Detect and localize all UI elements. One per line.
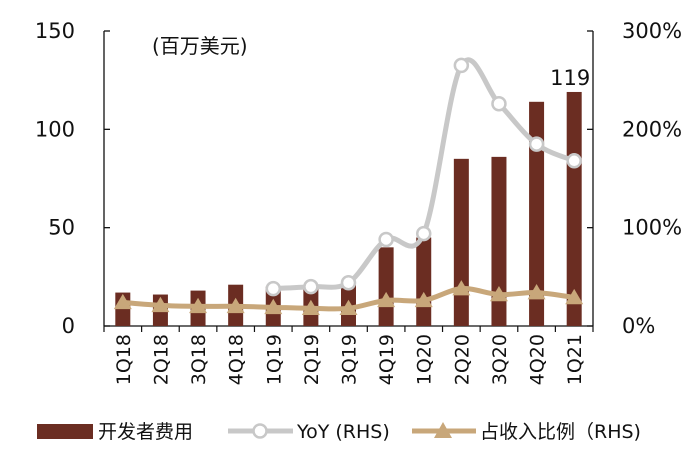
yoy-line xyxy=(273,57,576,292)
x-tick-label: 1Q18 xyxy=(113,334,135,385)
bar-series xyxy=(115,91,582,326)
labels: (百万美元) 119 xyxy=(152,34,590,90)
share-point xyxy=(264,298,283,315)
axes: 0 50 100 150 0% 100% 200% 300% 1Q18 2Q18 3Q18 4Q18 1… xyxy=(35,19,682,385)
legend-label: 占收入比例（RHS) xyxy=(480,421,641,443)
share-point xyxy=(189,297,208,314)
yoy-point xyxy=(415,225,432,242)
x-tick-label: 2Q19 xyxy=(301,334,323,385)
yoy-point xyxy=(528,136,545,152)
yoy-point xyxy=(340,274,357,291)
right-tick-label: 300% xyxy=(622,19,682,43)
line-series xyxy=(113,57,584,316)
bar xyxy=(453,158,469,326)
left-tick-label: 0 xyxy=(62,314,75,338)
legend-swatch-marker xyxy=(434,422,452,438)
yoy-point xyxy=(491,96,507,112)
bar xyxy=(491,156,507,326)
share-point xyxy=(489,285,508,302)
x-tick-label: 2Q18 xyxy=(150,334,172,385)
x-tick-label: 1Q21 xyxy=(564,334,586,385)
left-tick-label: 150 xyxy=(35,19,75,43)
left-tick-label: 100 xyxy=(35,117,75,141)
share-point xyxy=(414,291,433,308)
bar xyxy=(529,101,545,326)
legend-label: YoY (RHS) xyxy=(296,421,390,443)
x-tick-label: 4Q20 xyxy=(527,334,549,385)
legend: 开发者费用 YoY (RHS) 占收入比例（RHS) xyxy=(37,421,641,443)
share-point xyxy=(565,288,584,305)
share-point xyxy=(113,293,132,310)
right-tick-label: 200% xyxy=(622,117,682,141)
legend-label: 开发者费用 xyxy=(98,421,193,443)
x-tick-label: 3Q18 xyxy=(188,334,210,385)
share-point xyxy=(226,297,245,314)
share-point xyxy=(339,299,358,316)
x-tick-label: 3Q20 xyxy=(489,334,511,385)
x-tick-label: 1Q19 xyxy=(263,334,285,385)
x-tick-label: 4Q18 xyxy=(226,334,248,385)
x-tick-label: 1Q20 xyxy=(414,334,436,385)
x-tick-label: 2Q20 xyxy=(451,334,473,385)
share-point xyxy=(452,280,471,296)
share-point xyxy=(301,299,320,316)
yoy-point xyxy=(265,280,282,297)
yoy-point xyxy=(566,153,582,169)
x-tick-label: 4Q19 xyxy=(376,334,398,385)
data-label: 119 xyxy=(550,66,590,90)
left-tick-label: 50 xyxy=(48,216,75,240)
legend-swatch-marker xyxy=(252,423,268,439)
bar xyxy=(416,237,432,326)
right-tick-label: 100% xyxy=(622,216,682,240)
share-point xyxy=(527,284,546,300)
bar xyxy=(378,247,394,326)
bar xyxy=(566,91,582,326)
yoy-point xyxy=(453,57,470,74)
unit-label: (百万美元) xyxy=(152,34,248,58)
x-tick-label: 3Q19 xyxy=(339,334,361,385)
share-point xyxy=(151,296,170,313)
yoy-point xyxy=(303,278,319,295)
legend-swatch-bar xyxy=(37,424,93,439)
share-point xyxy=(377,291,396,308)
yoy-point xyxy=(378,231,394,248)
right-tick-label: 0% xyxy=(622,314,655,338)
